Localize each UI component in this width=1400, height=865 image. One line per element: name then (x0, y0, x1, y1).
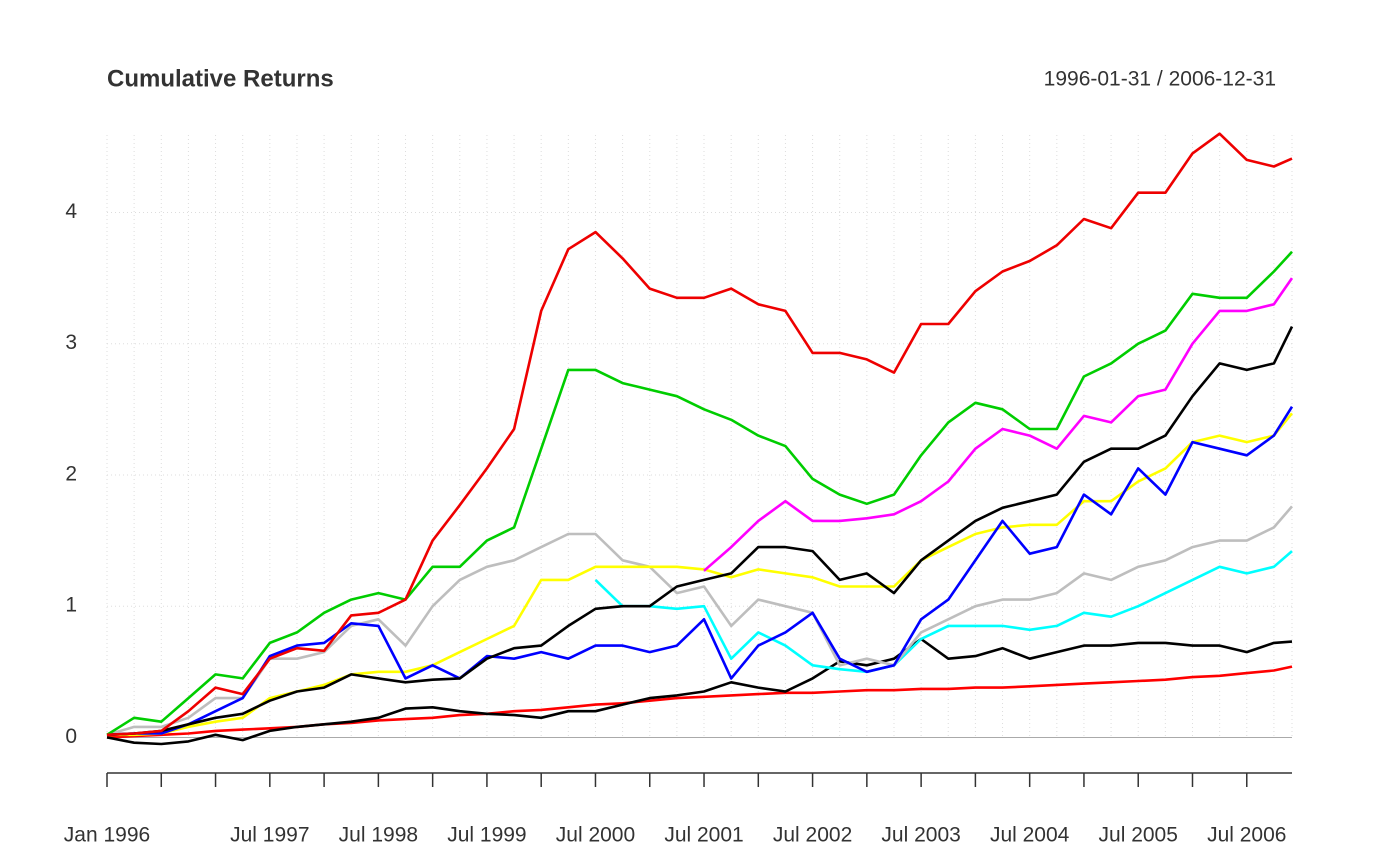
y-tick-label: 1 (65, 594, 77, 617)
series-line (106, 406, 1294, 737)
series-line (106, 250, 1293, 736)
y-tick-label: 3 (65, 331, 77, 354)
y-tick-label: 0 (65, 725, 77, 748)
y-tick-label: 4 (65, 200, 77, 223)
series-line (106, 505, 1293, 737)
series-line (703, 277, 1294, 572)
series-line (594, 550, 1293, 674)
y-tick-label: 2 (65, 462, 77, 485)
x-tick-label: Jul 2002 (773, 824, 852, 847)
x-tick-label: Jan 1996 (64, 824, 150, 847)
x-tick-label: Jul 2006 (1207, 824, 1286, 847)
chart-title: Cumulative Returns (107, 65, 334, 92)
x-tick-label: Jul 1999 (447, 824, 526, 847)
date-range: 1996-01-31 / 2006-12-31 (1044, 68, 1276, 91)
x-tick-label: Jul 2001 (664, 824, 743, 847)
x-tick-label: Jul 1997 (230, 824, 309, 847)
series-line (106, 637, 1293, 746)
series-line (106, 665, 1293, 739)
series-line (106, 132, 1293, 737)
x-tick-label: Jul 1998 (339, 824, 418, 847)
series-line (107, 412, 1294, 737)
x-tick-label: Jul 2000 (556, 824, 635, 847)
x-tick-label: Jul 2005 (1099, 824, 1178, 847)
series-line (106, 326, 1294, 737)
x-tick-label: Jul 2004 (990, 824, 1070, 847)
x-tick-label: Jul 2003 (881, 824, 960, 847)
